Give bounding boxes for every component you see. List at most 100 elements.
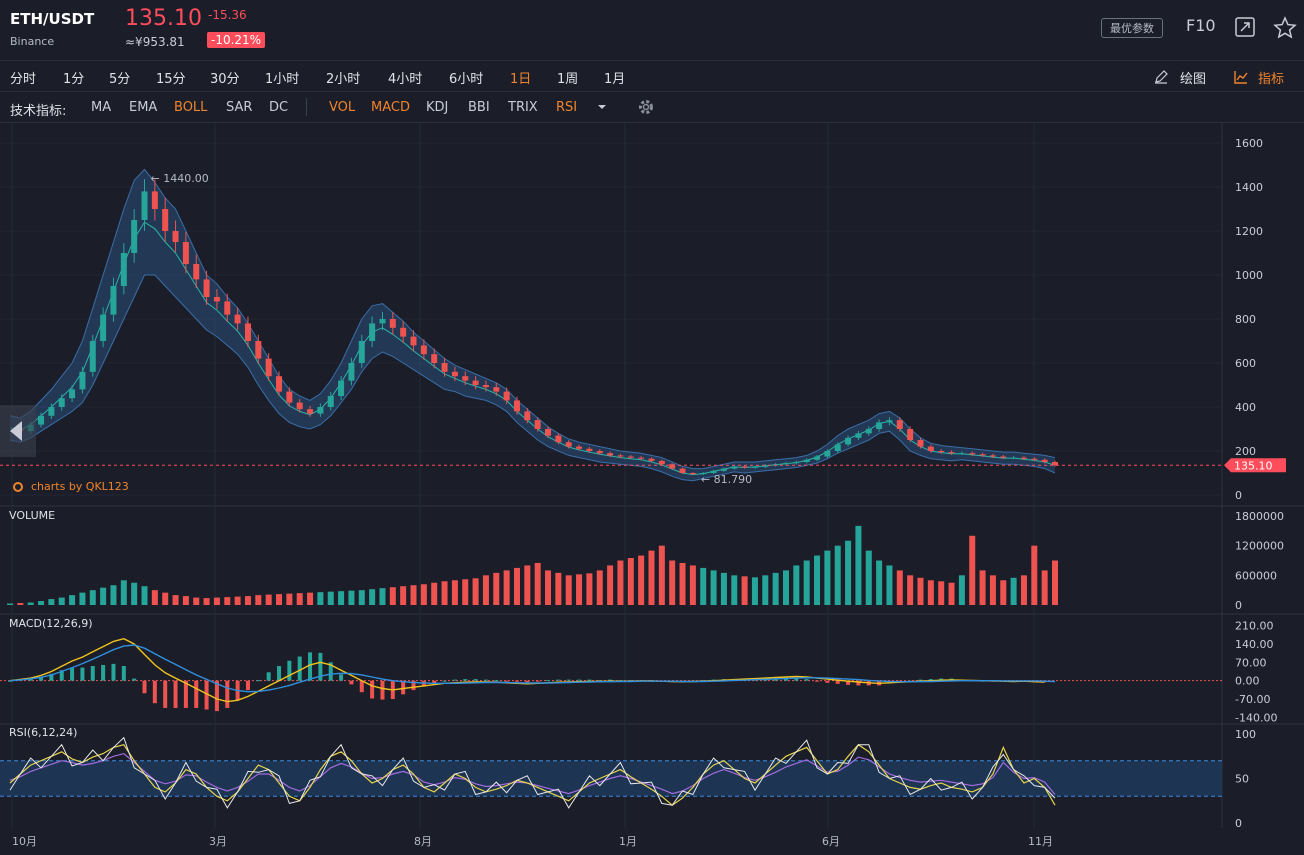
ind-macd[interactable]: MACD [371,100,410,115]
macd-histogram-bar [856,680,861,686]
volume-bar [555,572,562,605]
volume-bar [720,572,727,605]
macd-dea-line [9,644,1056,693]
price-tick-label: 200 [1235,445,1256,458]
price-change: -15.36 [208,8,247,22]
macd-tick-label: 140.00 [1235,638,1274,651]
tf-1mo[interactable]: 1月 [604,72,626,87]
rsi-tick-label: 100 [1235,728,1256,741]
macd-histogram-bar [152,680,157,704]
symbol-name[interactable]: ETH/USDT [10,10,95,28]
ind-dc[interactable]: DC [269,100,289,115]
candle-body [120,253,127,286]
candle-body [1041,459,1048,462]
volume-bar [38,601,45,605]
candle-body [100,314,107,341]
macd-histogram-bar [473,679,478,681]
candle-body [141,191,148,220]
tf-30m[interactable]: 30分 [210,72,240,87]
candle-body [420,345,427,355]
tf-2h[interactable]: 2小时 [326,72,361,87]
tf-1h[interactable]: 1小时 [265,72,300,87]
candle-body [803,459,810,462]
tf-4h[interactable]: 4小时 [388,72,423,87]
gear-icon[interactable] [637,98,655,116]
candle-body [1052,462,1058,466]
brand-watermark: charts by QKL123 [13,480,129,493]
brand-text: charts by QKL123 [31,480,129,493]
f10-button[interactable]: F10 [1186,16,1216,35]
volume-bar [451,580,458,605]
ind-ema[interactable]: EMA [129,100,158,115]
volume-bar [7,603,13,605]
price-tick-label: 1200 [1235,225,1263,238]
rsi-tick-label: 0 [1235,817,1242,830]
candle-body [38,415,45,425]
ind-sar[interactable]: SAR [226,100,253,115]
candle-body [224,301,231,315]
caret-down-icon[interactable] [597,103,607,111]
scroll-left-handle[interactable] [0,405,36,457]
candle-body [989,455,996,457]
volume-bar [203,598,210,605]
macd-histogram-bar [846,680,851,685]
candle-body [431,354,438,363]
candle-body [834,444,841,451]
rsi-tick-label: 50 [1235,773,1249,786]
candle-body [151,191,158,209]
price-series: 135.10 ← 1440.00 ← 81.790 [0,172,1286,486]
best-params-button[interactable]: 最优参数 [1101,18,1163,38]
volume-bar [234,596,241,605]
volume-bar [979,570,986,605]
macd-histogram-bar [411,680,416,691]
low-price-label: ← 81.790 [701,473,752,486]
macd-histogram-bar [608,679,613,681]
volume-bar [369,589,376,605]
volume-bar [307,592,314,605]
indicator-button[interactable]: 指标 [1258,72,1285,87]
last-price-tag-text: 135.10 [1234,459,1273,472]
macd-histogram-bar [80,667,85,681]
price-tick-label: 1400 [1235,181,1263,194]
tf-15m[interactable]: 15分 [156,72,186,87]
macd-histogram-bar [835,680,840,684]
draw-button[interactable]: 绘图 [1180,72,1207,87]
pen-icon[interactable] [1153,69,1169,85]
volume-bar [244,596,251,605]
volume-label: VOLUME [9,509,56,522]
volume-bar [896,570,903,605]
candle-body [907,429,914,440]
fullscreen-icon[interactable] [1234,16,1256,38]
ind-vol[interactable]: VOL [329,100,356,115]
candle-body [213,297,220,302]
macd-histogram-bar [90,665,95,681]
volume-bar [482,575,489,605]
candle-body [689,473,696,475]
volume-tick-label: 1200000 [1235,540,1284,553]
ind-kdj[interactable]: KDJ [426,100,449,115]
candle-body [782,463,789,465]
macd-histogram-bar [214,680,219,712]
ind-boll[interactable]: BOLL [174,100,208,115]
indicator-icon[interactable] [1233,69,1249,85]
tf-1w[interactable]: 1周 [557,72,579,87]
price-tick-label: 400 [1235,401,1256,414]
candle-body [896,420,903,429]
candle-body [876,422,883,429]
tf-6h[interactable]: 6小时 [449,72,484,87]
macd-histogram-bar [173,680,178,708]
tf-5m[interactable]: 5分 [109,72,131,87]
chart-area[interactable]: 135.10 ← 1440.00 ← 81.790 10月 3月 8月 1月 6月 11月 16… [0,123,1304,855]
ind-bbi[interactable]: BBI [468,100,490,115]
ind-ma[interactable]: MA [91,100,112,115]
volume-bar [255,595,262,605]
tf-1m[interactable]: 1分 [63,72,85,87]
candle-body [886,420,893,423]
candle-body [203,279,210,297]
ind-trix[interactable]: TRIX [508,100,538,115]
star-icon[interactable] [1273,16,1297,40]
tf-1d[interactable]: 1日 [510,72,532,87]
tf-fenshi[interactable]: 分时 [10,72,37,87]
ind-rsi[interactable]: RSI [556,100,578,115]
volume-bar [1010,577,1017,605]
